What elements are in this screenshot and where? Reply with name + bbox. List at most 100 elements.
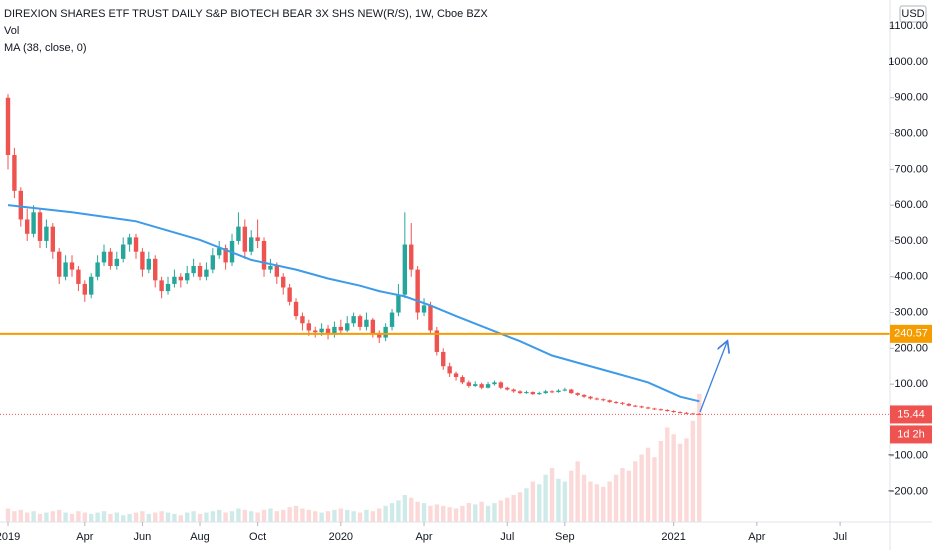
candle-body <box>562 389 568 391</box>
volume-bar <box>89 513 94 522</box>
volume-bar <box>402 495 408 522</box>
candle-body <box>50 226 56 252</box>
x-tick-label: Jul <box>500 531 514 543</box>
y-tick-label: 100.00 <box>894 378 928 390</box>
candle-body <box>684 412 689 414</box>
x-tick-label: Apr <box>748 531 765 543</box>
y-tick-label: 200.00 <box>894 342 928 354</box>
candle-body <box>12 155 17 191</box>
volume-bar <box>415 501 420 522</box>
volume-bar <box>389 503 395 522</box>
y-tick-label: 1100.00 <box>889 20 928 32</box>
candle-body <box>82 283 88 295</box>
volume-bar <box>351 511 356 522</box>
candle-body <box>281 276 286 288</box>
volume-bar <box>601 486 606 522</box>
volume-bar <box>492 503 497 522</box>
countdown-label: 1d 2h <box>897 428 925 440</box>
x-tick-label: Jul <box>833 531 847 543</box>
candle-body <box>652 408 657 410</box>
candle-body <box>44 226 49 241</box>
candle-body <box>409 244 414 270</box>
x-tick-label: 2019 <box>0 531 20 543</box>
candle-body <box>18 190 24 220</box>
volume-bar <box>511 495 516 522</box>
volume-bar <box>684 438 689 522</box>
volume-bar <box>63 512 68 522</box>
last-price-label: 15.44 <box>897 408 925 420</box>
volume-bar <box>505 497 510 522</box>
plot <box>0 94 890 522</box>
volume-bar <box>677 443 683 522</box>
volume-bar <box>575 461 580 522</box>
x-tick-label: Apr <box>415 531 432 543</box>
candle-body <box>31 212 36 234</box>
volume-bar <box>159 511 164 522</box>
candle-body <box>626 403 632 406</box>
candle-body <box>313 330 318 333</box>
volume-bar <box>562 481 568 522</box>
chart-title: DIREXION SHARES ETF TRUST DAILY S&P BIOT… <box>4 8 488 20</box>
x-tick-label: Jun <box>134 531 152 543</box>
volume-bar <box>370 511 376 522</box>
volume-bar <box>377 508 382 522</box>
currency[interactable]: USD <box>901 8 924 20</box>
volume-bar <box>18 509 24 522</box>
indicator-label[interactable]: Vol <box>4 25 19 37</box>
drawn-arrow[interactable] <box>699 342 727 413</box>
candle-body <box>434 330 440 352</box>
candle-body <box>671 411 676 413</box>
volume-bar <box>114 512 120 522</box>
volume-bar <box>524 488 529 522</box>
candle-body <box>645 407 651 409</box>
x-tick-label: Sep <box>555 531 575 543</box>
volume-bar <box>165 512 171 522</box>
volume-bar <box>185 512 190 522</box>
volume-bar <box>5 508 11 522</box>
indicator-label[interactable]: MA (38, close, 0) <box>4 42 87 54</box>
volume-bar <box>178 515 184 522</box>
volume-bar <box>191 511 196 522</box>
y-tick-label: −200.00 <box>888 485 928 497</box>
volume-bar <box>95 512 100 522</box>
candle-body <box>210 255 216 270</box>
volume-bar <box>485 505 491 522</box>
volume-bar <box>556 478 561 522</box>
volume-bar <box>690 420 696 522</box>
level-label: 240.57 <box>894 328 928 340</box>
volume-bar <box>517 492 523 522</box>
volume-bar <box>607 481 612 522</box>
candle-body <box>511 389 516 392</box>
candle-body <box>639 406 644 408</box>
volume-bar <box>530 481 536 522</box>
candle-body <box>165 283 171 292</box>
candle-body <box>223 248 228 263</box>
currency-box[interactable] <box>899 5 927 23</box>
candle-body <box>57 251 62 277</box>
volume-bar <box>255 512 260 522</box>
candle-body <box>613 402 619 404</box>
candle-body <box>146 258 152 270</box>
candle-body <box>492 382 497 385</box>
candle-body <box>287 287 292 302</box>
candle-body <box>338 326 344 331</box>
candle-body <box>121 244 126 259</box>
candle-body <box>530 392 536 395</box>
volume-bar <box>441 505 446 522</box>
volume-bar <box>229 511 235 522</box>
candle-body <box>364 319 369 327</box>
volume-bar <box>287 507 292 522</box>
volume-bar <box>364 509 369 522</box>
candle-body <box>69 262 75 270</box>
volume-bar <box>421 503 427 522</box>
x-tick-label: Oct <box>249 531 266 543</box>
candle-body <box>377 334 382 338</box>
volume-bar <box>633 461 638 522</box>
candle-body <box>498 382 504 388</box>
candle-body <box>172 276 177 284</box>
candle-body <box>89 276 94 295</box>
volume-bar <box>569 470 574 522</box>
candle-body <box>588 396 593 399</box>
